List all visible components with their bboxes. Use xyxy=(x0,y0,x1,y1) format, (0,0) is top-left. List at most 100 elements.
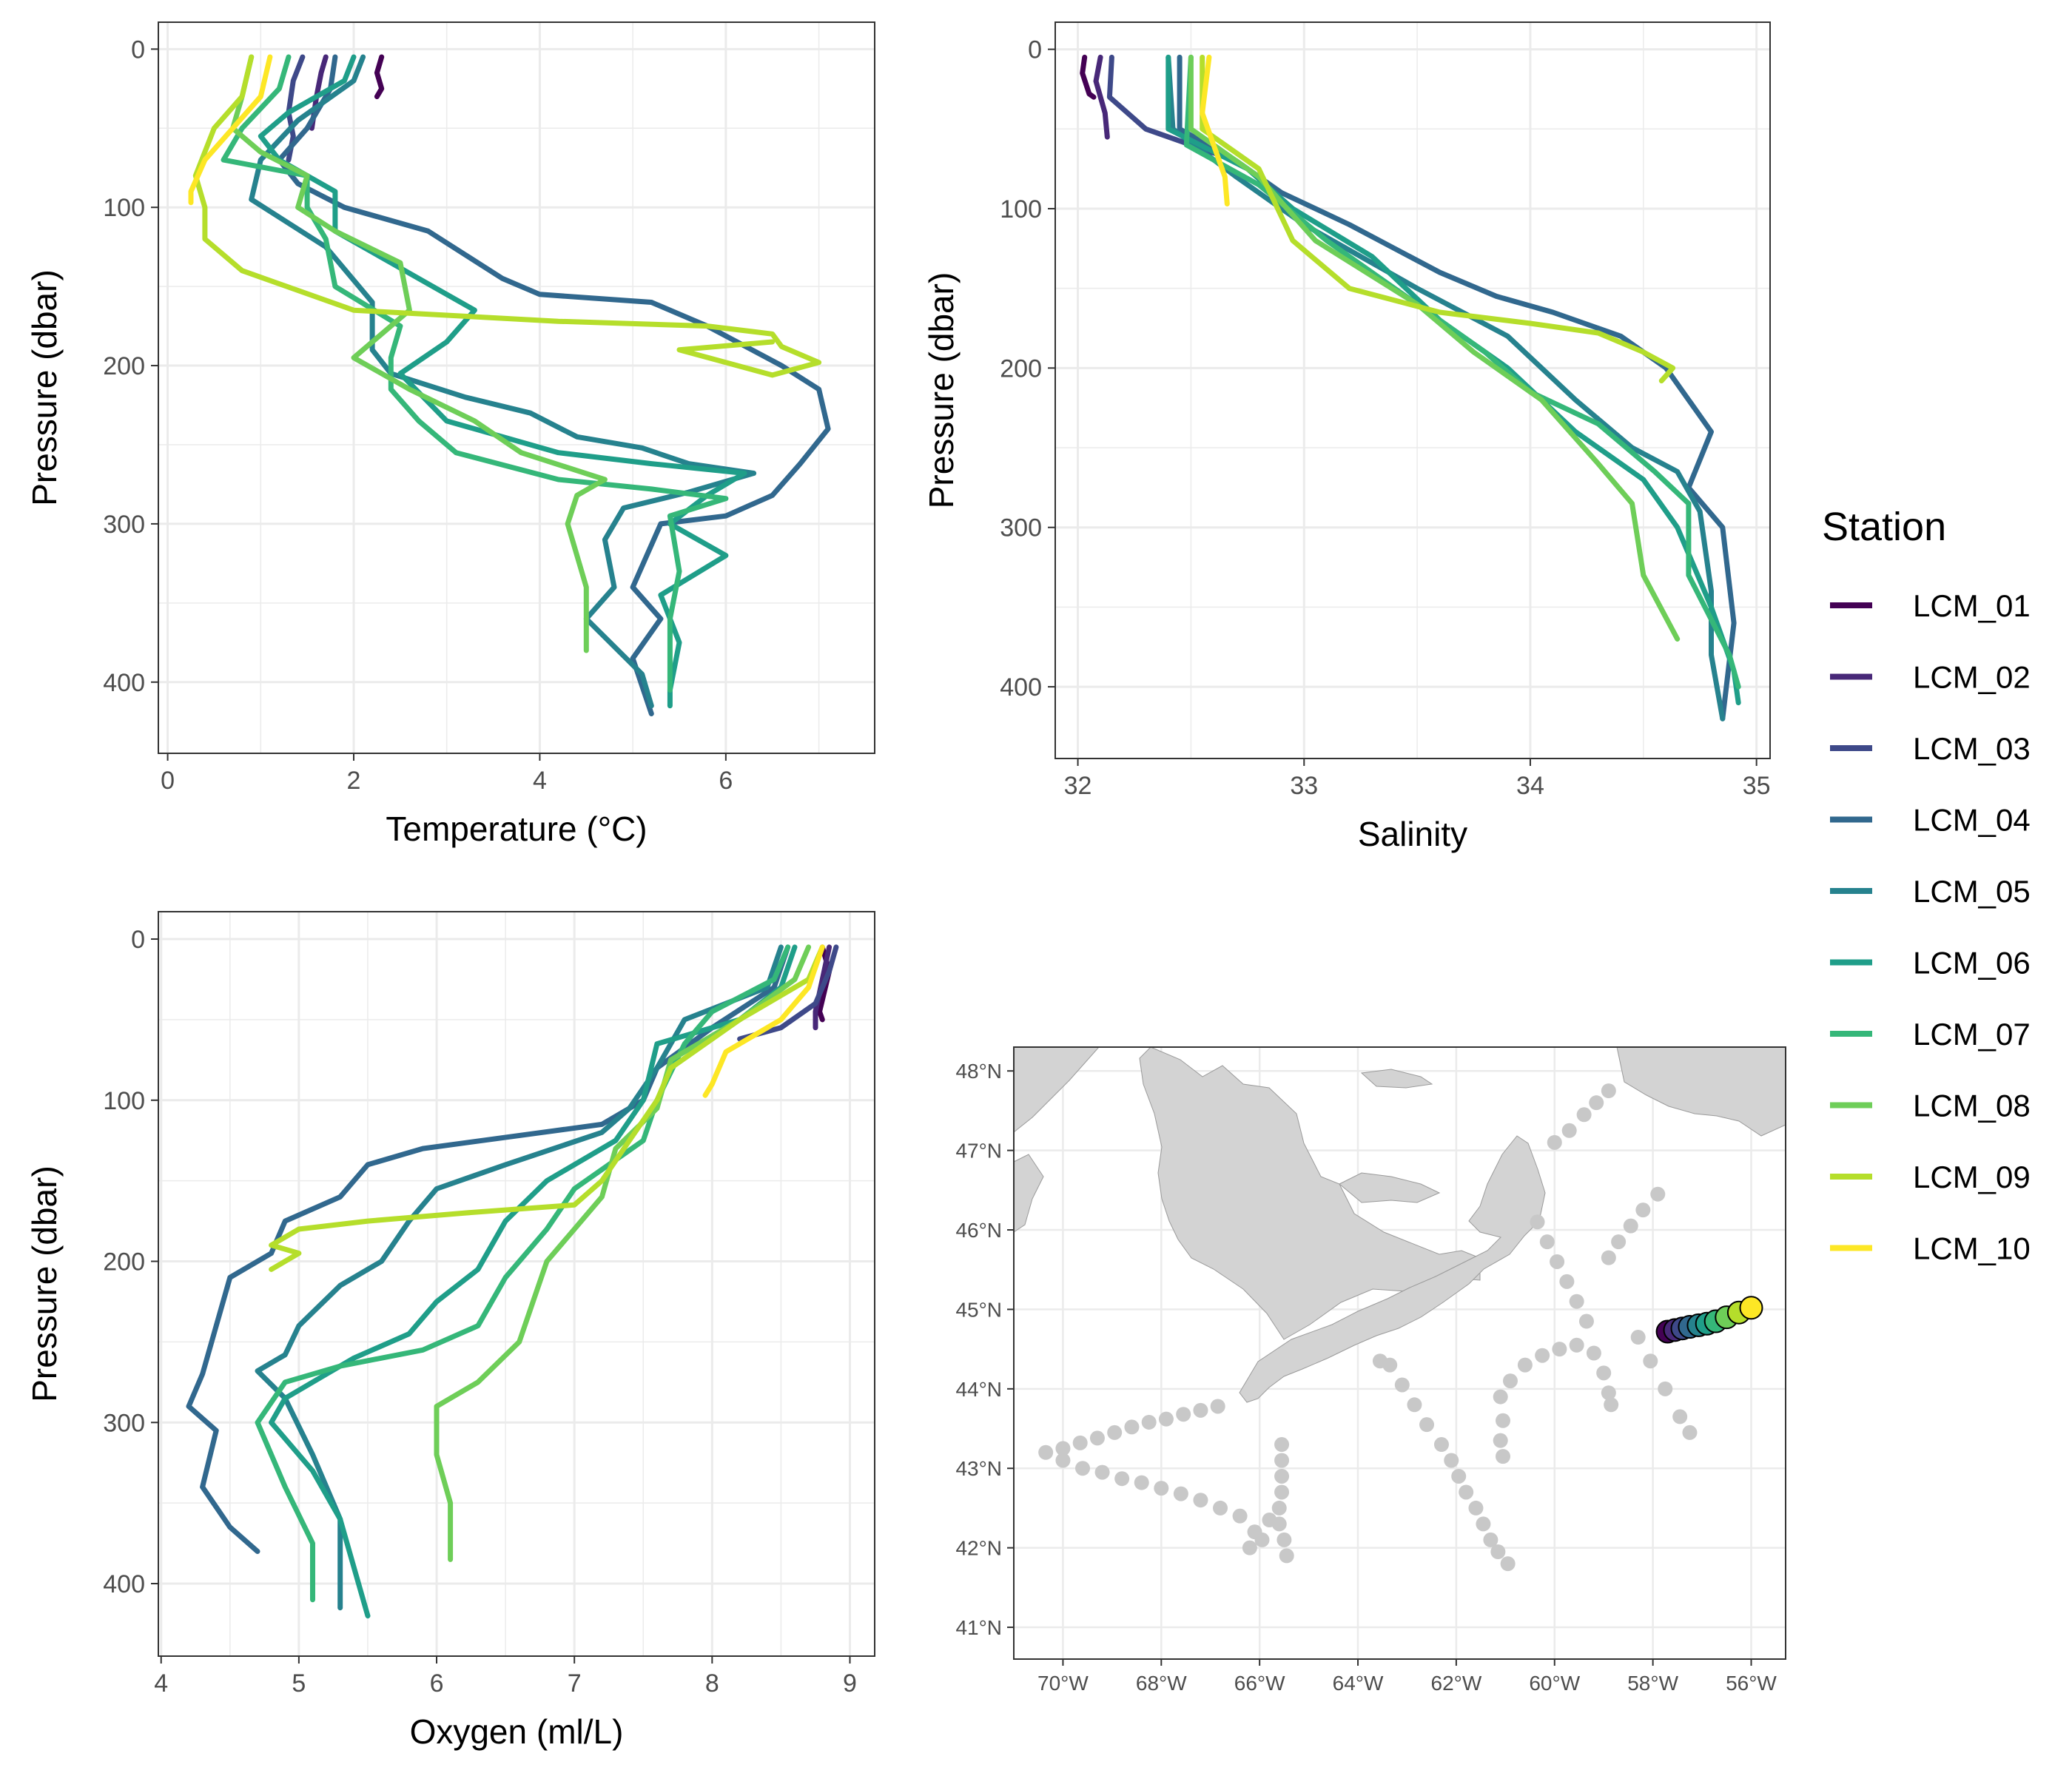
y-tick-label: 300 xyxy=(103,1409,145,1437)
y-tick-label: 200 xyxy=(103,352,145,380)
other-station-point xyxy=(1496,1449,1511,1464)
oxygen-y-axis-title: Pressure (dbar) xyxy=(25,1166,64,1402)
other-station-point xyxy=(1274,1437,1290,1453)
series-lines xyxy=(1080,54,1741,722)
y-tick-label: 100 xyxy=(1000,195,1042,223)
other-station-point xyxy=(1682,1424,1698,1440)
legend-label: LCM_10 xyxy=(1913,1231,2031,1266)
map-axes: 70°W 68°W 66°W 64°W 62°W 60°W 58°W 56°W 48°N 47°N… xyxy=(955,1060,1777,1695)
other-station-point xyxy=(1576,1107,1592,1123)
other-station-point xyxy=(1089,1430,1105,1446)
x-tick-label: 2 xyxy=(347,767,361,795)
plot-background xyxy=(1055,22,1770,758)
lat-tick-label: 45°N xyxy=(955,1298,1002,1321)
other-station-point xyxy=(1623,1218,1638,1234)
other-station-point xyxy=(1141,1414,1157,1430)
lat-tick-label: 46°N xyxy=(955,1219,1002,1242)
other-station-point xyxy=(1210,1399,1225,1414)
other-station-point xyxy=(1530,1214,1545,1230)
other-station-point xyxy=(1176,1407,1191,1422)
other-station-point xyxy=(1630,1330,1646,1345)
series-line-lcm-10 xyxy=(1200,54,1230,206)
y-tick-label: 400 xyxy=(1000,673,1042,702)
other-station-point xyxy=(1394,1377,1410,1393)
series-line-lcm-05 xyxy=(249,54,757,709)
other-station-point xyxy=(1596,1365,1612,1381)
plot-frame xyxy=(1054,21,1771,759)
other-station-point xyxy=(1382,1357,1398,1373)
other-station-point xyxy=(1055,1453,1071,1468)
x-tick-label: 34 xyxy=(1516,772,1544,800)
series-line-lcm-08 xyxy=(230,54,608,653)
other-station-point xyxy=(1433,1437,1449,1453)
land-pei xyxy=(1339,1172,1441,1203)
other-stations xyxy=(1038,1083,1698,1572)
series-line-lcm-09 xyxy=(1200,54,1676,384)
series-lines xyxy=(186,944,839,1619)
other-station-point xyxy=(1658,1381,1673,1396)
legend-label: LCM_09 xyxy=(1913,1160,2031,1194)
other-station-point xyxy=(1500,1556,1516,1572)
salinity-y-axis-title: Pressure (dbar) xyxy=(922,272,961,509)
temperature-profile-panel: 0 2 4 6 0 100 200 300 400 Temperature (°C) Pressur… xyxy=(25,21,875,848)
salinity-profile-panel: 32 33 34 35 0 100 200 300 400 Salinity Pressure (d… xyxy=(922,21,1771,853)
other-station-point xyxy=(1075,1461,1091,1476)
lat-tick-label: 47°N xyxy=(955,1140,1002,1163)
series-line-lcm-10 xyxy=(188,54,273,206)
other-station-point xyxy=(1550,1254,1565,1269)
x-tick-label: 4 xyxy=(533,767,547,795)
other-station-point xyxy=(1635,1202,1651,1218)
y-tick-label: 300 xyxy=(103,511,145,539)
y-tick-label: 400 xyxy=(103,1570,145,1598)
oxygen-profile-panel: 4 5 6 7 8 9 0 100 200 300 400 Oxygen (ml/L) Pressure… xyxy=(25,911,875,1751)
map-land xyxy=(1013,1046,1786,1403)
oxygen-x-axis-title: Oxygen (ml/L) xyxy=(410,1712,624,1751)
other-station-point xyxy=(1561,1123,1577,1138)
x-tick-label: 9 xyxy=(843,1669,857,1698)
other-station-point xyxy=(1586,1345,1601,1361)
other-station-point xyxy=(1279,1548,1294,1564)
land-anticosti xyxy=(1360,1069,1433,1089)
lon-tick-label: 66°W xyxy=(1234,1672,1285,1695)
station-point-lcm-10 xyxy=(1739,1296,1763,1320)
other-station-point xyxy=(1124,1419,1140,1435)
lat-tick-label: 43°N xyxy=(955,1457,1002,1480)
lat-tick-label: 41°N xyxy=(955,1616,1002,1639)
legend-label: LCM_08 xyxy=(1913,1089,2031,1123)
x-tick-label: 6 xyxy=(719,767,733,795)
other-station-point xyxy=(1650,1186,1666,1202)
lon-tick-label: 64°W xyxy=(1333,1672,1384,1695)
other-station-point xyxy=(1134,1475,1149,1490)
other-station-point xyxy=(1158,1411,1174,1427)
legend-label: LCM_03 xyxy=(1913,731,2031,766)
other-station-point xyxy=(1559,1274,1575,1289)
legend-title: Station xyxy=(1822,505,1946,549)
series-line-lcm-06 xyxy=(269,944,798,1619)
legend-items: LCM_01 LCM_02 LCM_03 LCM_04 LCM_05 LCM_06 LCM_… xyxy=(1830,588,2031,1266)
series-line-lcm-08 xyxy=(1188,54,1681,642)
legend-label: LCM_06 xyxy=(1913,946,2031,980)
map-frame xyxy=(1013,1046,1786,1660)
legend: Station LCM_01LCM_02LCM_03LCM_04LCM_05LC… xyxy=(1822,505,2031,1266)
other-station-point xyxy=(1094,1464,1110,1480)
lon-tick-label: 68°W xyxy=(1136,1672,1187,1695)
other-station-point xyxy=(1502,1373,1518,1389)
lon-tick-label: 62°W xyxy=(1431,1672,1482,1695)
other-station-point xyxy=(1483,1532,1498,1547)
series-line-lcm-07 xyxy=(221,54,729,693)
plot-frame xyxy=(158,911,875,1657)
x-tick-label: 4 xyxy=(154,1669,168,1698)
lcm-stations xyxy=(1655,1296,1763,1344)
series-line-lcm-02 xyxy=(1093,54,1110,140)
other-station-point xyxy=(1173,1486,1188,1501)
other-station-point xyxy=(1193,1493,1208,1508)
x-tick-label: 0 xyxy=(161,767,175,795)
other-station-point xyxy=(1407,1397,1422,1413)
legend-label: LCM_02 xyxy=(1913,660,2031,695)
other-station-point xyxy=(1114,1471,1130,1487)
map-background xyxy=(1014,1047,1786,1659)
lon-tick-label: 56°W xyxy=(1726,1672,1777,1695)
other-station-point xyxy=(1193,1402,1208,1418)
other-station-point xyxy=(1444,1453,1459,1468)
other-station-point xyxy=(1672,1409,1688,1424)
